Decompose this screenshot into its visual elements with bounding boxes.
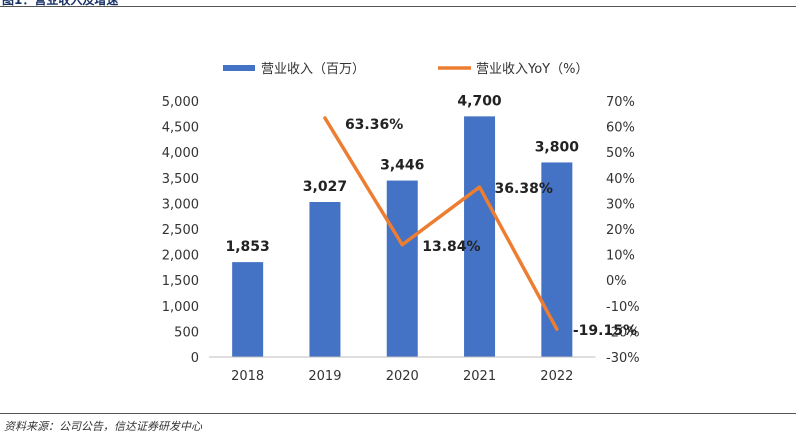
line-value-label: 13.84% [422,239,480,255]
y-right-tick-label: -20% [606,325,640,340]
y-right-tick-label: -30% [606,351,640,366]
bar-value-label: 1,853 [226,239,270,255]
legend-label-bar: 营业收入（百万） [261,62,365,77]
y-left-tick-label: 4,000 [162,146,199,161]
legend: 营业收入（百万） 营业收入YoY（%） [223,62,588,77]
bar [541,162,573,357]
x-tick-label: 2019 [308,369,341,384]
y-axis-left: 0 500 1,000 1,500 2,000 2,500 3,000 3,500 4,000 4… [162,95,199,366]
x-tick-label: 2022 [540,369,573,384]
line-value-label: 36.38% [495,181,553,197]
bar-value-label: 3,027 [303,179,347,195]
y-right-tick-label: 20% [606,223,635,238]
y-right-tick-label: 70% [606,95,635,110]
bar [464,116,496,357]
bar-series [232,116,573,357]
y-left-tick-label: 2,000 [162,249,199,264]
y-right-tick-label: 30% [606,197,635,212]
x-tick-label: 2020 [386,369,419,384]
footer-rule [0,413,796,414]
y-right-tick-label: 10% [606,249,635,264]
bar-value-label: 3,800 [535,139,580,155]
line-value-label: -19.15% [573,323,637,339]
y-left-tick-label: 2,500 [162,223,199,238]
bar [386,180,418,357]
x-tick-label: 2021 [463,369,496,384]
y-axis-right: -30% -20% -10% 0% 10% 20% 30% 40% 50% 60% 70% [606,95,640,366]
y-right-tick-label: 40% [606,172,635,187]
y-left-tick-label: 1,500 [162,274,199,289]
bar-value-label: 3,446 [380,158,424,174]
combo-chart: 营业收入（百万） 营业收入YoY（%） 0 500 1,000 1,500 2,000 2,… [162,62,640,384]
top-rule [0,6,796,7]
y-left-tick-label: 4,500 [162,121,199,136]
line-series [323,116,559,331]
source-note: 资料来源：公司公告，信达证券研发中心 [4,420,202,433]
legend-label-line: 营业收入YoY（%） [476,62,588,77]
line-value-label: 63.36% [345,117,403,133]
y-right-tick-label: -10% [606,300,640,315]
data-labels: 1,853 3,027 3,446 4,700 3,800 63.36% 13.84% 36.… [226,93,637,339]
y-left-tick-label: 3,000 [162,197,199,212]
bar [309,202,341,357]
x-tick-label: 2018 [231,369,264,384]
y-right-tick-label: 60% [606,121,635,136]
bar [232,262,264,357]
y-left-tick-label: 1,000 [162,300,199,315]
bar-value-label: 4,700 [457,93,502,109]
figure-title: 图1：营业收入及增速 [2,0,119,7]
x-axis: 2018 2019 2020 2021 2022 [209,356,596,384]
yoy-line [323,116,559,331]
legend-swatch-bar [223,65,255,71]
y-left-tick-label: 3,500 [162,172,199,187]
y-right-tick-label: 50% [606,146,635,161]
y-right-tick-label: 0% [606,274,627,289]
y-left-tick-label: 0 [191,351,199,366]
y-left-tick-label: 5,000 [162,95,199,110]
y-left-tick-label: 500 [174,325,199,340]
